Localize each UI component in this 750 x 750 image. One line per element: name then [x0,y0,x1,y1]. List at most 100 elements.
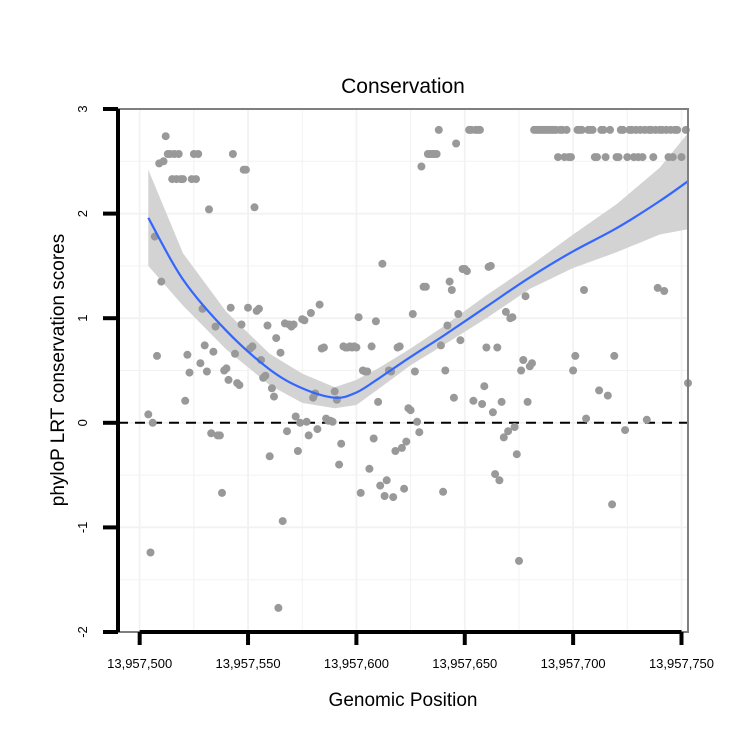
data-point [335,460,344,469]
data-point [456,336,465,345]
data-point [415,428,424,437]
data-point [588,125,597,134]
data-point [434,125,443,134]
data-point [226,303,235,312]
data-point [263,321,272,330]
data-point [374,397,383,406]
data-point [157,277,166,286]
data-point [209,347,218,356]
x-tick-label: 13,957,650 [432,656,497,671]
data-point [638,153,647,162]
data-point [300,316,309,325]
data-point [283,427,291,436]
data-point [354,313,363,322]
data-point [291,412,300,421]
data-point [185,368,194,377]
data-point [391,447,400,455]
data-point [478,400,487,408]
data-point [653,283,662,292]
data-point [567,153,575,162]
data-point [194,150,203,158]
data-point [235,381,244,390]
data-point [397,443,406,452]
data-point [369,434,378,443]
smooth-line-layer [147,180,689,399]
data-point [267,384,276,393]
data-point [222,364,231,373]
data-point [454,310,463,318]
data-point [554,153,562,162]
data-point [510,423,519,431]
data-point [571,351,580,360]
chart-title: Conservation [341,75,465,98]
data-point [610,351,619,360]
data-point [274,603,283,612]
data-point [447,286,456,294]
data-point [196,359,205,368]
data-point [270,392,278,401]
data-point [254,304,263,313]
data-point [192,175,200,184]
data-point [376,481,385,490]
data-point [276,348,285,357]
data-point [400,484,409,493]
data-point [421,282,430,291]
data-point [181,396,190,405]
data-point [417,162,426,171]
data-point [508,313,517,322]
data-point [389,493,398,502]
data-point [367,342,376,351]
data-point [432,150,441,158]
data-point [580,286,588,294]
data-point [569,366,578,375]
data-point [406,406,415,415]
data-point [445,277,454,286]
data-point [289,320,298,329]
data-point [261,371,270,380]
data-point [673,125,682,134]
x-tick-label: 13,957,550 [215,656,280,671]
y-tick-label: -2 [75,626,90,638]
smooth-fit-line [147,180,689,399]
data-point [512,450,521,459]
data-point [179,175,187,184]
x-axis-label: Genomic Position [329,690,478,711]
data-point [528,359,536,368]
x-tick-label: 13,957,750 [649,656,714,671]
y-tick-label: 2 [75,210,90,217]
data-point [244,303,252,312]
data-point [668,153,677,162]
data-point [363,367,372,376]
data-point [278,517,287,526]
data-point [183,350,192,359]
data-point [601,153,610,162]
data-point [677,153,686,162]
data-point [144,410,153,419]
data-point [337,439,346,448]
data-point [441,366,450,375]
data-point [205,205,213,214]
x-tick-label: 13,957,500 [107,656,172,671]
y-tick-label: 0 [75,419,90,426]
axes-layer: 13,957,500 13,957,550 13,957,600 13,957,650… [75,105,714,671]
data-point [642,415,651,424]
data-point [577,125,586,134]
data-point [519,356,528,364]
data-point [378,259,387,268]
data-point [608,500,617,509]
data-point [582,414,591,423]
data-point [202,367,211,376]
data-point [302,417,311,426]
data-point [328,417,337,426]
data-point [296,418,305,427]
data-point [486,261,495,270]
data-point [319,343,328,352]
data-point [493,343,502,352]
data-point [649,153,658,162]
data-point [623,153,632,162]
data-point [614,153,623,162]
y-tick-label: -1 [75,522,90,534]
y-tick-label: 3 [75,105,90,112]
data-point [200,341,209,350]
